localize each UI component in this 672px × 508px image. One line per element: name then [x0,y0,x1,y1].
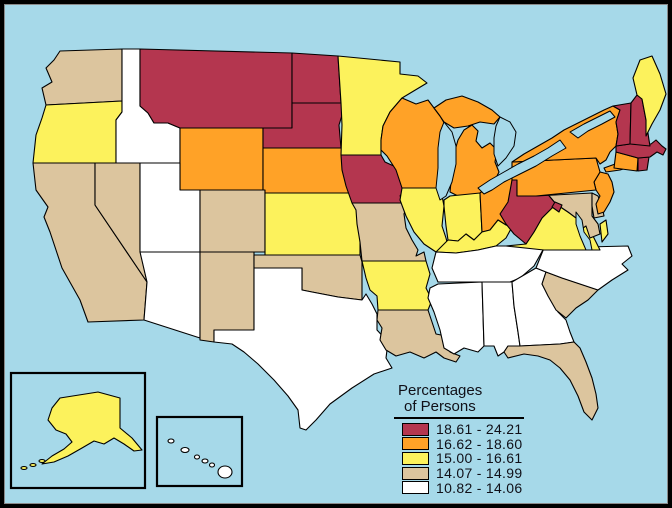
legend-swatch-class4 [402,466,429,480]
legend-swatch-class3 [402,451,429,465]
legend-divider [394,417,524,419]
state-or [32,100,123,164]
state-tn [431,245,545,283]
lake-erie [477,139,567,195]
aleutian-island [38,458,46,464]
state-nc [535,245,633,291]
state-la [376,309,461,363]
state-hi-island [208,462,216,468]
legend-item: 14.07 - 14.99 [402,465,566,481]
lake-michigan [435,121,457,201]
state-mt [139,48,293,129]
legend-rows: 18.61 - 24.21 16.62 - 18.60 15.00 - 16.6… [386,421,566,496]
legend-item: 18.61 - 24.21 [402,421,566,437]
state-wy [179,127,264,191]
lake-ontario [569,110,616,139]
lake-huron [493,116,517,167]
map-legend: Percentages of Persons 18.61 - 24.21 16.… [386,382,566,496]
legend-swatch-class2 [402,437,429,451]
state-ak [41,391,143,465]
legend-swatch-class5 [402,481,429,495]
state-hi-island [180,446,190,454]
state-hi-island [167,438,175,444]
state-dc [551,201,563,213]
legend-item: 16.62 - 18.60 [402,436,566,452]
state-hi-island [201,458,209,464]
state-in [443,192,483,242]
state-az [139,251,201,339]
state-fl [503,341,599,421]
state-nd [291,52,342,104]
state-hi-island [217,465,233,479]
legend-swatch-class1 [402,422,429,436]
state-nm [199,251,255,343]
aleutian-island [29,462,37,468]
chesapeake-bay [575,211,593,251]
legend-title: Percentages of Persons [398,382,483,415]
state-hi-island [193,454,201,460]
state-me [632,55,667,137]
hawaii-inset-box [155,415,244,488]
alaska-inset-box [9,371,147,490]
legend-item: 15.00 - 16.61 [402,450,566,466]
state-tx [213,267,393,431]
state-co [199,189,266,253]
aleutian-island [20,465,28,471]
state-ri [637,156,650,172]
state-mo [351,202,427,262]
legend-item: 10.82 - 14.06 [402,480,566,496]
state-ks [264,192,361,256]
